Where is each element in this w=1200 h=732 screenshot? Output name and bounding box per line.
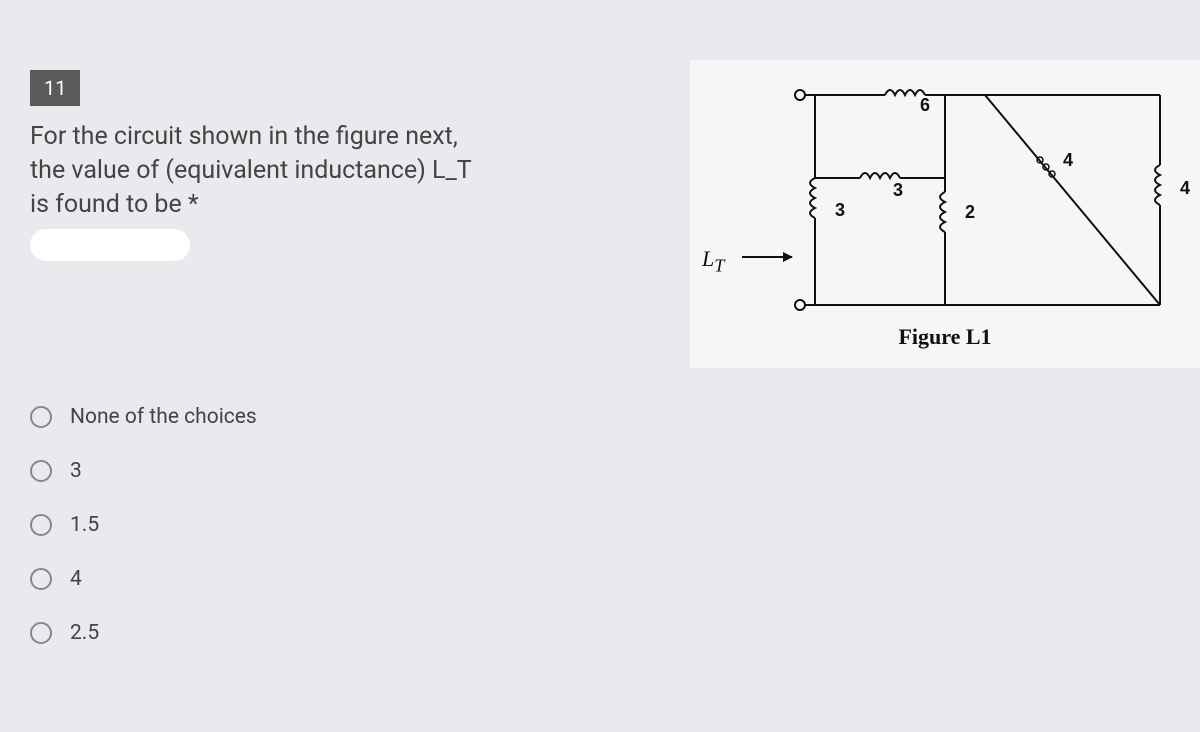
- inductor-label-2: 2: [965, 202, 975, 223]
- circuit-diagram: [690, 70, 1200, 330]
- option-row[interactable]: 1.5: [30, 513, 670, 537]
- option-label: None of the choices: [70, 405, 257, 429]
- inductor-label-4-upper: 4: [1063, 150, 1073, 171]
- option-row[interactable]: 2.5: [30, 621, 670, 645]
- question-number-badge: 11: [30, 70, 80, 106]
- radio-icon[interactable]: [30, 568, 52, 590]
- radio-icon[interactable]: [30, 406, 52, 428]
- radio-icon[interactable]: [30, 460, 52, 482]
- question-line-3: is found to be *: [30, 190, 199, 219]
- question-line-1: For the circuit shown in the figure next…: [30, 122, 458, 151]
- inductor-label-3-left: 3: [835, 200, 845, 221]
- option-label: 3: [70, 459, 82, 483]
- option-row[interactable]: None of the choices: [30, 405, 670, 429]
- option-label: 4: [70, 567, 82, 591]
- figure-caption: Figure L1: [690, 324, 1200, 350]
- question-container: 11 For the circuit shown in the figure n…: [30, 70, 670, 675]
- inductor-label-4-lower: 4: [1180, 178, 1190, 199]
- question-text: For the circuit shown in the figure next…: [30, 120, 670, 221]
- question-line-2: the value of (equivalent inductance) L_T: [30, 156, 472, 185]
- option-label: 2.5: [70, 621, 99, 645]
- figure-panel: LT: [690, 60, 1200, 368]
- redacted-text: [30, 229, 190, 261]
- option-row[interactable]: 4: [30, 567, 670, 591]
- option-row[interactable]: 3: [30, 459, 670, 483]
- radio-icon[interactable]: [30, 514, 52, 536]
- options-group: None of the choices 3 1.5 4 2.5: [30, 405, 670, 645]
- option-label: 1.5: [70, 513, 99, 537]
- inductor-label-6: 6: [920, 95, 930, 116]
- radio-icon[interactable]: [30, 622, 52, 644]
- points-area: [30, 229, 670, 265]
- inductor-label-3-mid: 3: [893, 180, 903, 201]
